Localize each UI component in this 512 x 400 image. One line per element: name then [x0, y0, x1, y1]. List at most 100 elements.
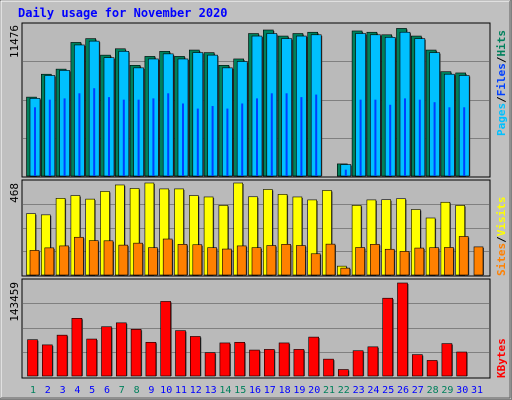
- sites-bar-15: [236, 245, 247, 276]
- files-bar-22: [344, 169, 347, 176]
- day-label-2: 2: [45, 385, 51, 396]
- day-label-28: 28: [427, 385, 439, 396]
- panel-3-max-label: 143459: [8, 282, 21, 322]
- sites-bar-9: [148, 247, 158, 276]
- day-label-21: 21: [323, 385, 335, 396]
- kbytes-bar-25: [382, 297, 394, 377]
- kbytes-bar-27: [411, 354, 423, 377]
- files-bar-8: [137, 99, 140, 176]
- sites-bar-29: [444, 247, 454, 276]
- files-bar-2: [48, 99, 51, 176]
- day-labels: 1 2 3 4 5 6 7 8 9 10 11 12 13 14 15 16 17 18 19 20 21 22 23 24 2…: [30, 385, 483, 396]
- sites-bar-5: [88, 240, 99, 276]
- sites-bar-24: [370, 244, 380, 276]
- kbytes-bar-21: [323, 358, 334, 377]
- files-bar-18: [285, 93, 288, 176]
- sites-bar-31: [473, 246, 484, 276]
- files-bar-26: [404, 98, 406, 176]
- files-bar-25: [389, 104, 392, 176]
- files-bar-7: [122, 99, 125, 176]
- sites-bar-22: [340, 267, 351, 276]
- kbytes-bar-23: [352, 350, 364, 377]
- day-label-29: 29: [441, 385, 453, 396]
- kbytes-bar-14: [219, 342, 231, 377]
- legend-visits: Visits: [495, 197, 508, 237]
- day-label-10: 10: [160, 385, 172, 396]
- files-bar-5: [93, 88, 96, 176]
- kbytes-bar-2: [41, 344, 53, 377]
- day-label-7: 7: [119, 385, 125, 396]
- panel-2-max-label: 468: [8, 183, 21, 203]
- files-bar-12: [196, 108, 199, 176]
- sites-bar-23: [355, 247, 365, 276]
- files-bar-6: [108, 97, 110, 176]
- files-bar-27: [418, 99, 421, 176]
- day-label-14: 14: [219, 385, 231, 396]
- sites-bar-6: [103, 240, 114, 276]
- sites-bar-19: [296, 245, 306, 276]
- kbytes-bar-10: [160, 301, 171, 377]
- day-label-24: 24: [367, 385, 379, 396]
- kbytes-bar-30: [456, 351, 468, 377]
- kbytes-bar-6: [101, 326, 112, 377]
- kbytes-bar-11: [175, 330, 186, 377]
- day-label-26: 26: [397, 385, 409, 396]
- day-label-8: 8: [134, 385, 140, 396]
- files-bar-4: [78, 93, 81, 176]
- legend-sep-1: /: [495, 96, 508, 103]
- sites-bar-2: [44, 247, 55, 276]
- legend-panel-1: Pages/Files/Hits: [495, 30, 508, 136]
- day-label-19: 19: [293, 385, 305, 396]
- files-bar-19: [300, 97, 303, 176]
- legend-files: Files: [495, 63, 508, 96]
- day-label-27: 27: [412, 385, 424, 396]
- kbytes-bar-13: [204, 352, 216, 377]
- legend-sites: Sites: [495, 243, 508, 276]
- sites-bar-3: [59, 245, 69, 276]
- kbytes-bar-8: [130, 329, 142, 377]
- files-bar-20: [315, 94, 318, 176]
- day-label-18: 18: [279, 385, 291, 396]
- day-label-15: 15: [234, 385, 246, 396]
- kbytes-bar-19: [293, 349, 305, 377]
- day-label-16: 16: [249, 385, 261, 396]
- sites-bar-12: [192, 244, 203, 276]
- legend-kbytes: KBytes: [495, 338, 508, 378]
- day-label-13: 13: [205, 385, 217, 396]
- kbytes-bar-1: [27, 339, 38, 377]
- files-bar-30: [463, 107, 466, 176]
- day-label-30: 30: [456, 385, 468, 396]
- day-label-23: 23: [353, 385, 365, 396]
- sites-bar-11: [177, 244, 188, 276]
- kbytes-bar-12: [190, 336, 201, 377]
- day-label-6: 6: [104, 385, 110, 396]
- bar-marks: [26, 28, 484, 377]
- files-bar-13: [211, 106, 214, 176]
- day-label-31: 31: [471, 385, 483, 396]
- day-label-9: 9: [148, 385, 154, 396]
- kbytes-bar-26: [397, 282, 408, 377]
- sites-bar-27: [414, 247, 425, 276]
- sites-bar-14: [222, 248, 232, 276]
- day-label-5: 5: [89, 385, 95, 396]
- sites-bar-10: [162, 238, 173, 276]
- files-bar-1: [34, 107, 36, 176]
- sites-bar-13: [207, 247, 217, 276]
- sites-bar-7: [118, 244, 129, 276]
- day-label-1: 1: [30, 385, 36, 396]
- legend-sep-3: /: [495, 236, 508, 243]
- kbytes-bar-4: [71, 318, 83, 377]
- day-label-4: 4: [74, 385, 80, 396]
- sites-bar-8: [133, 242, 143, 276]
- kbytes-bar-15: [234, 341, 245, 377]
- files-bar-14: [226, 108, 229, 176]
- day-label-12: 12: [190, 385, 202, 396]
- files-bar-15: [241, 103, 244, 176]
- files-bar-28: [433, 102, 436, 176]
- files-bar-10: [167, 93, 170, 176]
- files-bar-11: [182, 103, 184, 176]
- sites-bar-18: [281, 244, 291, 276]
- files-bar-24: [374, 99, 377, 176]
- day-label-20: 20: [308, 385, 320, 396]
